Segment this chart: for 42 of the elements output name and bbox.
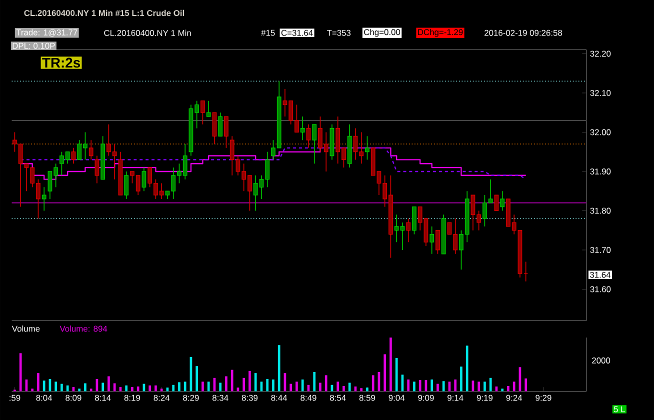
text: T=353: [326, 30, 351, 36]
y-tick-label: 31.70: [590, 246, 611, 253]
text: 2016-02-19 09:26:58: [484, 30, 562, 36]
x-tick-label: 8:19: [124, 394, 140, 401]
x-tick-label: 8:29: [183, 394, 199, 401]
chart-title: Volume: [12, 325, 40, 332]
x-tick-label: 8:34: [212, 394, 228, 401]
text: DPL: 0.10P: [12, 42, 55, 49]
x-tick-label: 8:24: [154, 394, 170, 401]
y-tick-label: 32.00: [590, 129, 611, 136]
y-tick-label: 32.10: [590, 90, 611, 96]
x-tick-label: 9:19: [476, 394, 493, 401]
y-tick-label: 32.20: [590, 50, 611, 57]
text: 5 L: [614, 406, 625, 412]
text: #15: [261, 30, 275, 36]
y-tick-label: 31.80: [590, 208, 611, 214]
x-tick-label: 9:04: [388, 394, 405, 401]
text: C=31.64: [281, 30, 313, 36]
x-tick-label: 8:49: [300, 394, 316, 401]
chart-subtitle: Volume: 894: [60, 325, 108, 332]
x-tick-label: 8:59: [359, 394, 376, 401]
x-tick-label: 8:09: [66, 394, 82, 401]
x-tick-label: 8:54: [330, 394, 346, 401]
x-tick-label: 9:14: [448, 394, 464, 401]
annotation: TR:2s: [42, 58, 80, 68]
text: DChg=-1.29: [418, 28, 463, 37]
text: Trade: 1@31.77: [16, 29, 78, 36]
x-tick-label: 8:39: [242, 394, 258, 401]
text: CL.20160400.NY 1 Min: [104, 30, 191, 36]
x-tick-label: 9:29: [536, 394, 552, 401]
text: 31.64: [590, 272, 611, 278]
y-tick-label: 31.60: [590, 286, 611, 292]
x-tick-label: 9:24: [506, 394, 522, 401]
x-tick-label: 9:09: [418, 394, 434, 401]
x-tick-label: 8:44: [271, 394, 288, 401]
chart-title: CL.20160400.NY 1 Min #15 L:1 Crude Oil: [24, 10, 184, 16]
x-tick-label: 8:04: [36, 394, 52, 401]
x-tick-label: 8:14: [95, 394, 111, 401]
text: 2000: [592, 357, 610, 364]
text: Chg=0.00: [364, 28, 400, 37]
x-tick-label: :59: [10, 394, 20, 401]
y-tick-label: 31.90: [590, 168, 611, 174]
